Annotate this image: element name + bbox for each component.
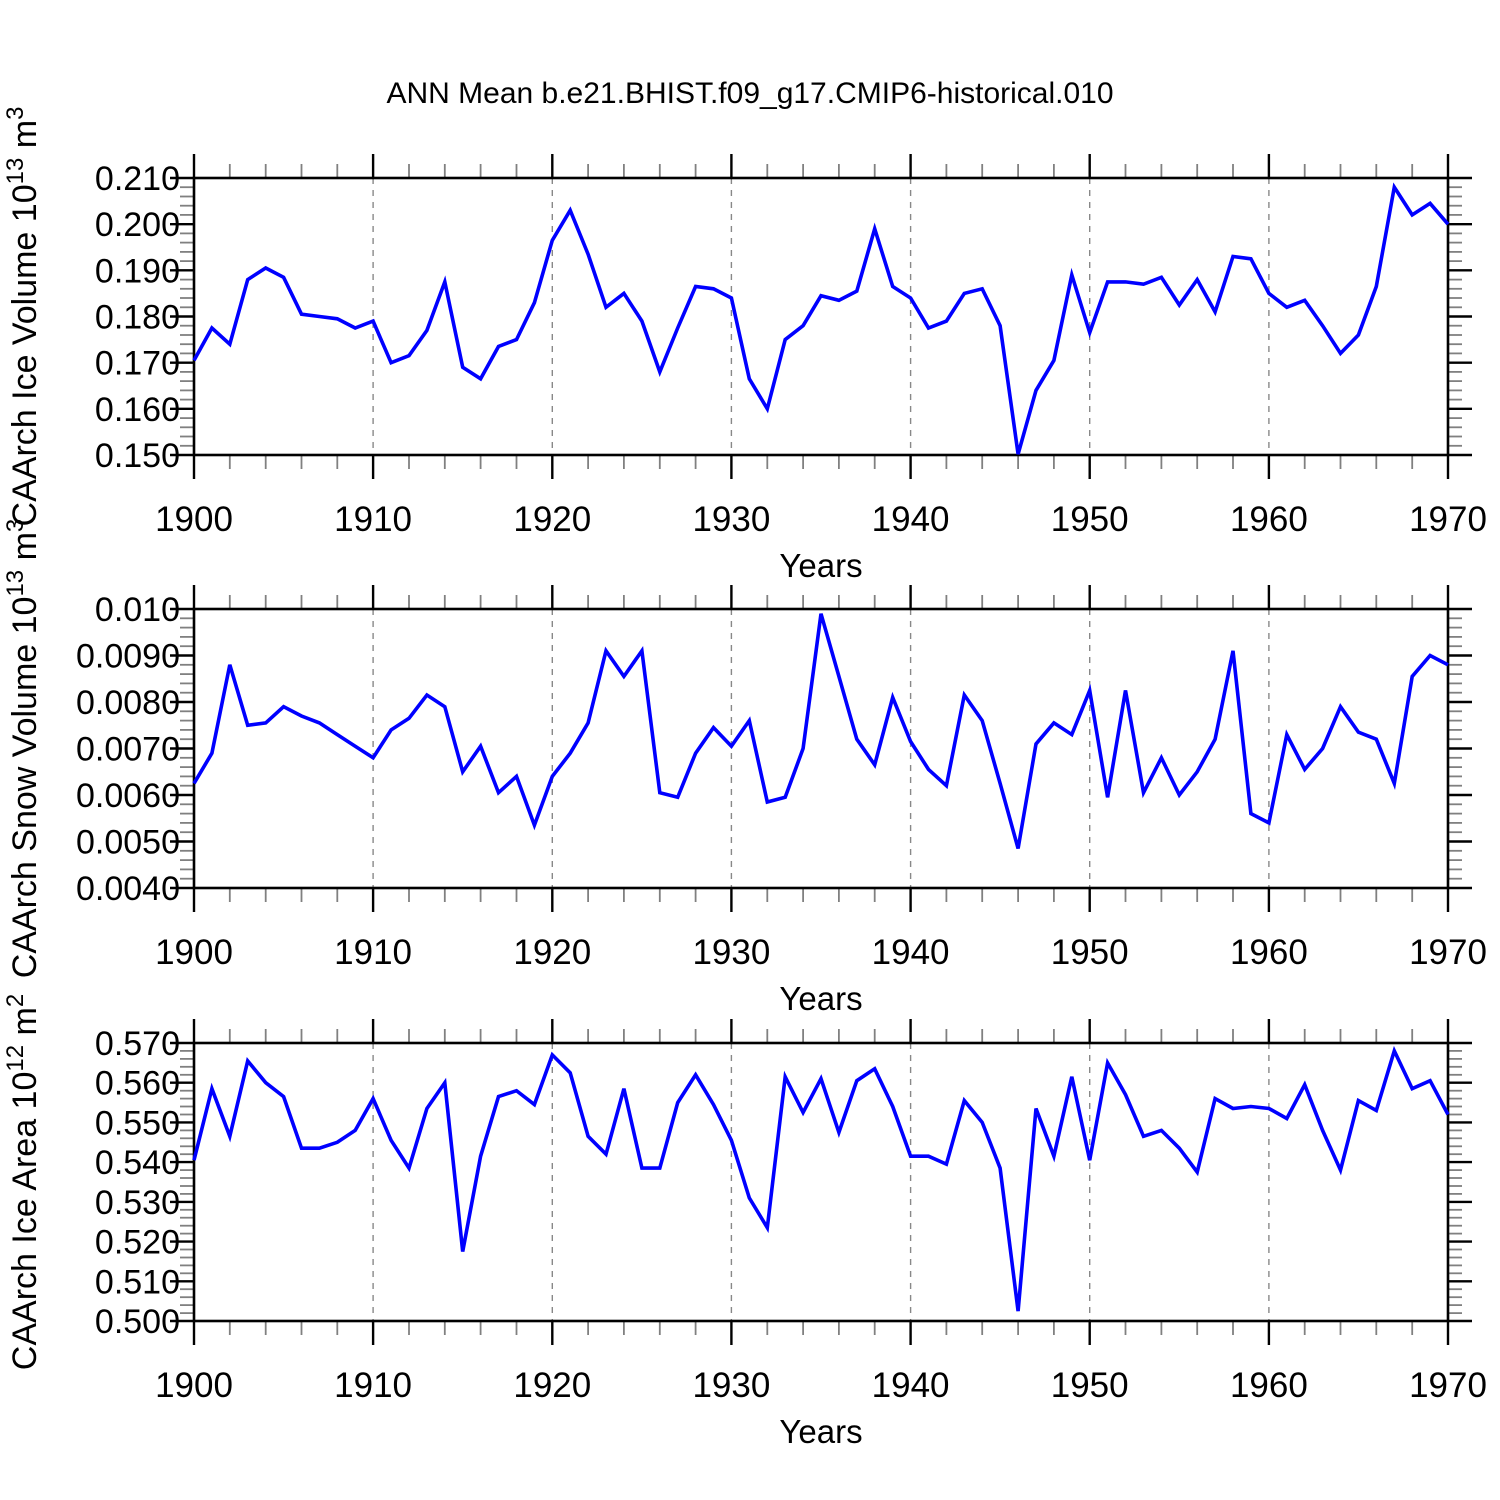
x-tick-labels: 1900 1910 1920 1930 1940 1950 1960 1970 (155, 933, 1487, 972)
svg-text:0.180: 0.180 (95, 299, 180, 337)
svg-text:1910: 1910 (334, 933, 412, 972)
svg-text:1970: 1970 (1409, 933, 1487, 972)
x-tick-labels: 1900 1910 1920 1930 1940 1950 1960 1970 (155, 1366, 1487, 1405)
svg-text:1970: 1970 (1409, 1366, 1487, 1405)
x-tick-labels: 1900 1910 1920 1930 1940 1950 1960 1970 (155, 500, 1487, 539)
svg-text:1920: 1920 (513, 1366, 591, 1405)
panel-snow-volume: 0.0040 0.0050 0.0060 0.0070 0.0080 0.0090 0.01… (2, 519, 1487, 1017)
plot-frame (192, 1041, 1450, 1323)
svg-text:1960: 1960 (1230, 933, 1308, 972)
axis-ticks (170, 154, 1472, 479)
svg-text:1920: 1920 (513, 933, 591, 972)
series-line (192, 1045, 1450, 1312)
series-line (192, 613, 1449, 849)
svg-text:1940: 1940 (872, 1366, 950, 1405)
x-axis-title: Years (779, 980, 862, 1017)
figure-title: ANN Mean b.e21.BHIST.f09_g17.CMIP6-histo… (386, 77, 1114, 110)
svg-text:0.510: 0.510 (95, 1263, 180, 1301)
decade-gridlines (372, 609, 1270, 888)
y-tick-labels: 0.0040 0.0050 0.0060 0.0070 0.0080 0.0090 0.01… (76, 591, 180, 908)
svg-text:1900: 1900 (155, 933, 233, 972)
svg-text:0.160: 0.160 (95, 391, 180, 429)
svg-text:1930: 1930 (692, 933, 770, 972)
svg-text:1900: 1900 (155, 1366, 233, 1405)
svg-text:0.010: 0.010 (95, 591, 180, 629)
svg-text:0.560: 0.560 (95, 1065, 180, 1103)
svg-text:0.0070: 0.0070 (76, 731, 180, 769)
svg-text:0.500: 0.500 (95, 1303, 180, 1341)
svg-text:0.210: 0.210 (95, 160, 180, 198)
x-axis-title: Years (779, 1413, 862, 1450)
panel-ice-area: 0.5000.5100.5200.5300.5400.5500.5600.570… (2, 994, 1487, 1450)
svg-text:1900: 1900 (155, 500, 233, 539)
y-axis-title: CAArch Snow Volume 1013​ m3​ (2, 519, 44, 979)
svg-text:1970: 1970 (1409, 500, 1487, 539)
svg-text:0.200: 0.200 (95, 206, 180, 244)
svg-text:1950: 1950 (1051, 933, 1129, 972)
svg-text:1950: 1950 (1051, 500, 1129, 539)
svg-text:1930: 1930 (692, 1366, 770, 1405)
y-tick-labels: 0.150 0.160 0.170 0.180 0.190 0.200 0.210 (95, 160, 180, 475)
svg-text:1930: 1930 (692, 500, 770, 539)
svg-text:0.520: 0.520 (95, 1224, 180, 1262)
svg-text:0.150: 0.150 (95, 437, 180, 475)
y-axis-title: CAArch Ice Area 1012​ m2​ (2, 994, 44, 1370)
svg-text:1960: 1960 (1230, 1366, 1308, 1405)
svg-text:0.0090: 0.0090 (76, 638, 180, 676)
plot-frame (192, 176, 1450, 457)
x-axis-title: Years (779, 547, 862, 584)
y-axis-title: CAArch Ice Volume 1013​ m3​ (2, 107, 44, 527)
svg-text:0.170: 0.170 (95, 345, 180, 383)
axis-ticks (170, 585, 1472, 912)
svg-text:1940: 1940 (872, 933, 950, 972)
axis-ticks (170, 1019, 1472, 1345)
svg-text:1960: 1960 (1230, 500, 1308, 539)
series-line (192, 182, 1450, 455)
svg-text:0.0050: 0.0050 (76, 824, 180, 862)
svg-text:0.190: 0.190 (95, 252, 180, 290)
svg-text:0.530: 0.530 (95, 1184, 180, 1222)
svg-text:0.550: 0.550 (95, 1104, 180, 1142)
svg-text:0.0060: 0.0060 (76, 777, 180, 815)
svg-text:1910: 1910 (334, 1366, 412, 1405)
svg-text:0.0080: 0.0080 (76, 684, 180, 722)
decade-gridlines (372, 178, 1270, 455)
svg-text:0.570: 0.570 (95, 1025, 180, 1063)
svg-text:1910: 1910 (334, 500, 412, 539)
svg-text:0.540: 0.540 (95, 1144, 180, 1182)
plot-frame (192, 607, 1450, 890)
svg-text:1950: 1950 (1051, 1366, 1129, 1405)
svg-text:1920: 1920 (513, 500, 591, 539)
decade-gridlines (372, 1043, 1270, 1321)
svg-text:1940: 1940 (872, 500, 950, 539)
svg-text:0.0040: 0.0040 (76, 870, 180, 908)
